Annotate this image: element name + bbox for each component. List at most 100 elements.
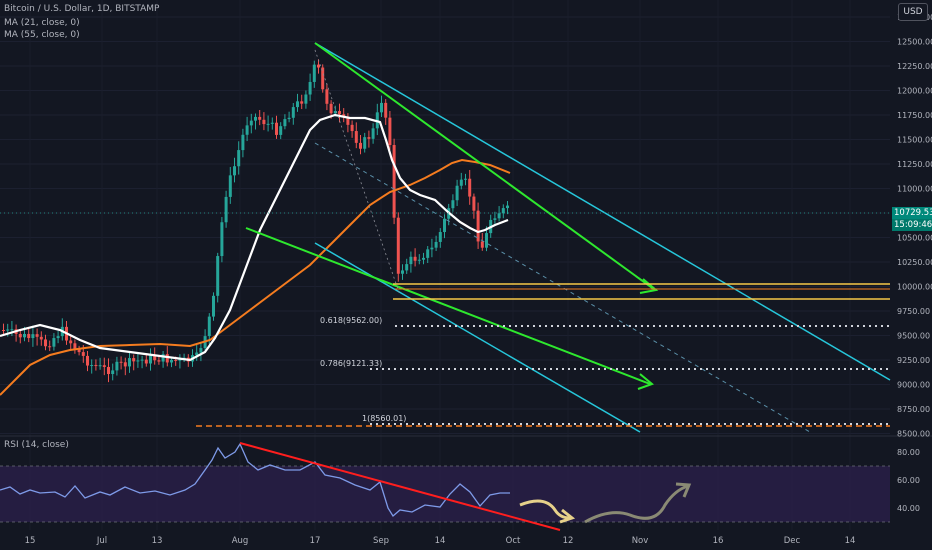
candle-body — [224, 196, 228, 223]
candle-body — [90, 365, 94, 367]
green-trend-line-lower[interactable] — [245, 227, 651, 385]
candle-body — [237, 150, 241, 167]
candle-body — [2, 330, 5, 331]
candle-body — [409, 256, 413, 265]
candle-body — [178, 358, 182, 361]
green-arrow-head-upper — [639, 278, 659, 294]
candle-body — [115, 361, 119, 371]
price-tick-label: 9250.00 — [897, 356, 930, 365]
candle-body — [98, 365, 102, 367]
candle-body — [464, 178, 467, 180]
candle-body — [275, 122, 278, 135]
candle-body — [279, 126, 283, 135]
candle-body — [6, 329, 10, 331]
candle-body — [430, 247, 434, 250]
time-tick-label: Oct — [506, 536, 521, 546]
candle-body — [35, 334, 39, 337]
candle-body — [338, 111, 341, 115]
candlesticks — [2, 59, 509, 383]
price-tick-label: 9000.00 — [897, 381, 930, 390]
candle-body — [472, 196, 476, 211]
candle-body — [23, 333, 26, 338]
green-trend-line-upper[interactable] — [314, 42, 656, 291]
candle-body — [354, 131, 358, 143]
candle-body — [233, 166, 236, 176]
price-tick-label: 8750.00 — [897, 405, 930, 414]
candle-body — [291, 107, 295, 118]
price-tick-label: 12250.00 — [897, 62, 932, 71]
time-tick-label: Nov — [632, 536, 649, 546]
candle-body — [111, 370, 115, 375]
candle-body — [77, 349, 81, 353]
candle-body — [258, 116, 262, 120]
price-tick-label: 10500.00 — [897, 234, 932, 243]
time-tick-label: Sep — [373, 536, 389, 546]
time-tick-label: 14 — [435, 536, 446, 546]
time-axis[interactable]: 15 Jul 13 Aug 17 Sep 14 Oct 12 Nov 16 Dec 14 — [25, 536, 856, 546]
time-tick-label: Jul — [96, 536, 107, 546]
candle-body — [501, 208, 505, 214]
candle-body — [325, 89, 329, 104]
candle-body — [241, 134, 245, 151]
fib-label-1: 1(8560.01) — [362, 414, 406, 423]
candle-body — [73, 343, 77, 350]
candle-body — [359, 142, 362, 149]
fib-label-0618: 0.618(9562.00) — [320, 316, 382, 325]
ma55-legend[interactable]: MA (55, close, 0) — [4, 30, 80, 40]
fib-label-0786: 0.786(9121.33) — [320, 359, 382, 368]
candle-body — [165, 354, 169, 363]
rsi-red-trend-line[interactable] — [239, 442, 561, 531]
candle-body — [52, 338, 56, 347]
candle-body — [266, 123, 270, 125]
ma55-line — [0, 158, 511, 396]
candle-body — [212, 295, 215, 317]
rsi-gray-curve-arrow — [584, 484, 689, 524]
price-tick-label: 11000.00 — [897, 185, 932, 194]
rsi-line — [0, 442, 510, 517]
candle-body — [480, 241, 484, 248]
candle-body — [321, 67, 325, 90]
candle-body — [128, 358, 131, 367]
time-tick-label: 17 — [310, 536, 321, 546]
candle-body — [434, 241, 438, 248]
cyan-upper-channel-line[interactable] — [314, 42, 891, 381]
currency-button[interactable]: USD — [898, 3, 928, 21]
rsi-legend[interactable]: RSI (14, close) — [4, 440, 69, 450]
candle-body — [380, 102, 383, 113]
candle-body — [249, 120, 253, 126]
candle-body — [254, 116, 257, 121]
candle-body — [81, 352, 85, 356]
time-tick-label: Aug — [232, 536, 249, 546]
last-price-tag: 10729.53 — [892, 207, 932, 219]
candle-body — [149, 355, 152, 364]
candle-body — [174, 359, 178, 361]
candle-body — [388, 117, 392, 146]
rsi-axis: 80.00 60.00 40.00 — [897, 448, 920, 513]
candle-body — [283, 119, 287, 127]
time-tick-label: Dec — [784, 536, 801, 546]
time-tick-label: 14 — [845, 536, 856, 546]
ma21-legend[interactable]: MA (21, close, 0) — [4, 18, 80, 28]
candle-body — [144, 359, 148, 364]
rsi-tick-label: 40.00 — [897, 504, 920, 513]
candle-body — [140, 359, 144, 361]
candle-body — [18, 333, 22, 338]
candle-body — [107, 366, 110, 375]
candle-body — [262, 119, 266, 125]
rsi-tick-label: 80.00 — [897, 448, 920, 457]
candle-body — [304, 94, 308, 104]
candle-body — [228, 175, 232, 197]
rsi-gray-arrow-head — [675, 482, 692, 498]
candle-body — [363, 137, 367, 149]
candle-body — [333, 111, 337, 114]
candle-body — [44, 339, 47, 347]
candle-body — [329, 103, 333, 114]
candle-body — [56, 336, 60, 339]
candle-body — [392, 145, 396, 218]
candle-body — [195, 352, 199, 356]
fib-trend-line — [314, 49, 401, 296]
candle-body — [94, 365, 98, 367]
candle-body — [405, 264, 409, 271]
symbol-title[interactable]: Bitcoin / U.S. Dollar, 1D, BITSTAMP — [4, 4, 160, 14]
